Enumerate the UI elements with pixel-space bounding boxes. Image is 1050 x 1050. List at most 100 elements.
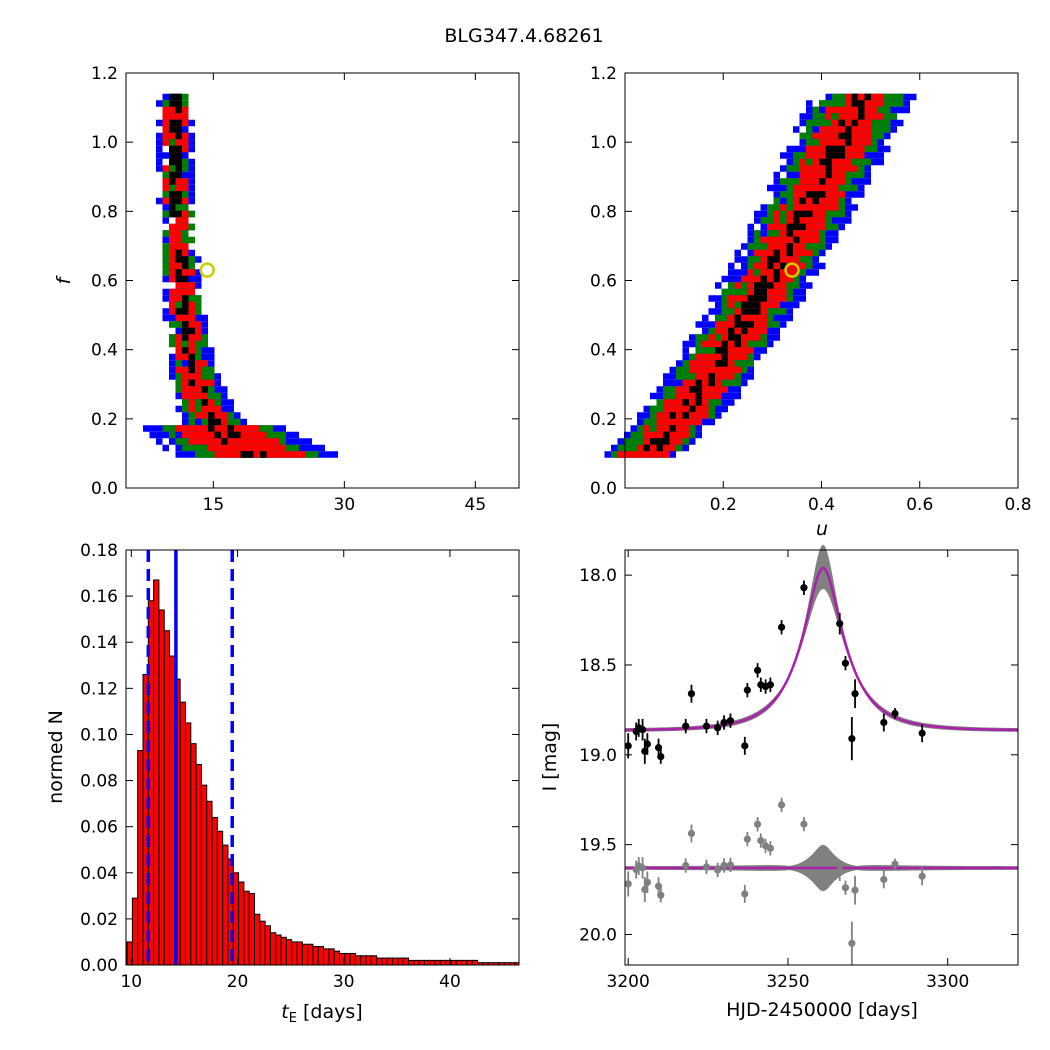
density-cell <box>643 431 650 439</box>
density-cell <box>819 100 826 107</box>
density-cell <box>175 217 182 224</box>
residual-point <box>766 844 774 852</box>
density-cell <box>799 288 806 296</box>
histogram-bar <box>402 957 410 966</box>
density-cell <box>825 184 832 192</box>
density-cell <box>851 132 858 140</box>
y-tick-label: 0.6 <box>91 272 118 292</box>
density-cell <box>760 340 767 348</box>
density-cell <box>890 119 897 127</box>
density-cell <box>838 197 845 205</box>
density-cell <box>175 100 182 107</box>
density-cell <box>721 308 728 315</box>
density-cell <box>786 295 793 302</box>
data-point <box>777 623 786 631</box>
density-cell <box>175 314 182 322</box>
density-cell <box>819 223 826 231</box>
density-cell <box>669 425 676 432</box>
histogram-bar <box>269 932 277 966</box>
density-cell <box>734 340 741 348</box>
y-tick-label: 18.5 <box>579 656 617 676</box>
density-cell <box>806 204 813 211</box>
density-cell <box>208 379 215 387</box>
density-cell <box>227 405 234 413</box>
density-cell <box>286 431 293 439</box>
density-cell <box>175 444 182 452</box>
density-cell <box>175 230 182 237</box>
density-cell <box>695 360 702 367</box>
x-axis-label: HJD-2450000 [days] <box>726 999 918 1021</box>
density-cell <box>195 412 202 419</box>
density-cell <box>767 236 774 244</box>
density-cell <box>760 262 767 270</box>
density-cell <box>188 405 195 413</box>
density-cell <box>227 399 234 406</box>
y-tick-label: 19.5 <box>579 836 617 856</box>
density-cell <box>175 269 182 276</box>
density-cell <box>715 405 722 413</box>
density-cell <box>793 236 800 244</box>
density-cell <box>871 119 878 127</box>
density-cell <box>175 171 182 179</box>
density-cell <box>195 360 202 367</box>
density-cell <box>188 249 195 257</box>
density-cell <box>838 100 845 107</box>
density-cell <box>175 301 182 309</box>
histogram-bar <box>259 920 266 966</box>
density-cell <box>812 197 819 205</box>
density-cell <box>695 334 702 341</box>
density-cell <box>695 405 702 413</box>
density-cell <box>156 139 163 146</box>
density-cell <box>767 230 774 237</box>
density-cell <box>845 119 852 127</box>
density-cell <box>715 412 722 419</box>
data-point <box>766 681 774 689</box>
density-cell <box>682 438 689 445</box>
density-cell <box>871 139 878 146</box>
density-cell <box>247 425 254 432</box>
density-cell <box>188 314 195 322</box>
density-cell <box>663 431 670 439</box>
density-cell <box>773 171 780 179</box>
density-cell <box>201 340 208 348</box>
density-cell <box>188 353 195 361</box>
density-cell <box>728 327 735 335</box>
density-cell <box>169 158 176 166</box>
density-cell <box>754 340 761 348</box>
density-cell <box>806 243 813 250</box>
density-cell <box>819 158 826 166</box>
density-cell <box>188 334 195 341</box>
density-cell <box>227 418 234 426</box>
density-cell <box>663 392 670 400</box>
density-cell <box>175 451 182 458</box>
density-cell <box>806 113 813 120</box>
density-cell <box>240 451 247 458</box>
density-cell <box>721 275 728 283</box>
density-cell <box>728 373 735 380</box>
density-cell <box>643 425 650 432</box>
density-cell <box>728 347 735 354</box>
density-cell <box>188 444 195 452</box>
density-cell <box>188 256 195 263</box>
density-cell <box>162 236 169 244</box>
density-cell <box>162 100 169 107</box>
density-cell <box>689 340 696 348</box>
density-cell <box>877 93 884 101</box>
histogram-bar <box>232 872 240 966</box>
density-cell <box>832 197 839 205</box>
density-cell <box>195 295 202 302</box>
density-cell <box>786 152 793 159</box>
density-cell <box>832 113 839 120</box>
density-cell <box>806 132 813 140</box>
density-cell <box>208 405 215 413</box>
density-cell <box>182 100 189 107</box>
density-cell <box>838 139 845 146</box>
density-cell <box>175 405 182 413</box>
density-cell <box>747 223 754 231</box>
density-cell <box>169 93 176 101</box>
density-cell <box>234 418 241 426</box>
density-cell <box>741 334 748 341</box>
density-cell <box>182 191 189 198</box>
density-cell <box>247 444 254 452</box>
density-cell <box>877 119 884 127</box>
